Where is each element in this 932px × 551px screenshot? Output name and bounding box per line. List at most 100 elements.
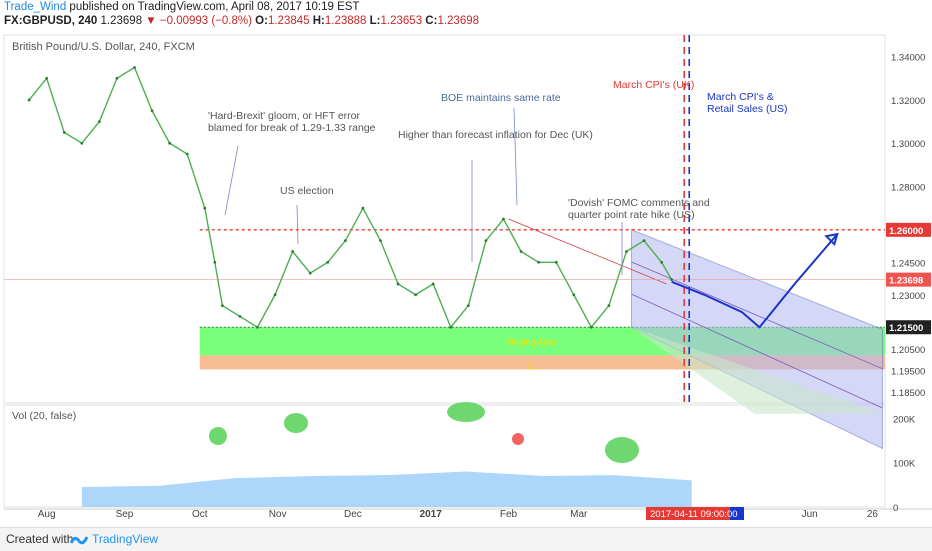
annotation-uk-cpi: March CPI's (UK) (613, 79, 694, 91)
y-tick-label: 1.30000 (891, 139, 925, 150)
low-value: 1.23653 (380, 15, 423, 27)
volume-highlight-ellipse (605, 437, 639, 463)
projection-line (671, 233, 839, 329)
x-tick-label: Aug (38, 509, 56, 520)
price-point (431, 282, 435, 286)
x-tick-label: Feb (500, 509, 518, 520)
annotation-us-election: US election (280, 185, 334, 197)
open-label: O: (255, 15, 268, 27)
price-point (220, 304, 224, 307)
annotation-pointer (224, 145, 239, 216)
projection-arrowhead (824, 232, 839, 247)
volume-highlight-ellipse (447, 402, 485, 422)
last-price: 1.23698 (100, 15, 143, 27)
price-point (554, 260, 558, 264)
close-value: 1.23698 (437, 15, 480, 27)
price-point (660, 260, 664, 264)
author-link[interactable]: Trade_Wind (4, 1, 67, 13)
trendline (508, 218, 667, 285)
publish-info: published on TradingView.com, April 08, … (69, 1, 360, 13)
price-point (396, 282, 400, 286)
volume-area (81, 471, 692, 507)
price-point (308, 271, 312, 275)
footer: Created with TradingView (0, 527, 932, 551)
price-point (273, 293, 277, 297)
volume-highlight-ellipse (284, 413, 308, 433)
volume-tick-label: 100K (893, 459, 916, 470)
price-point (379, 239, 382, 243)
support-price-label-bg (886, 320, 931, 335)
volume-tick-label: 0 (893, 503, 898, 514)
price-point (238, 315, 242, 318)
resistance-price-label: 1.26000 (889, 226, 923, 237)
price-point (670, 278, 674, 282)
price-pane-frame (3, 34, 886, 404)
resistance-price-label-bg (886, 222, 931, 237)
price-point (150, 109, 154, 113)
price-point (414, 293, 418, 297)
price-point (203, 206, 207, 210)
x-tick-label: Sep (116, 509, 134, 520)
date-badge-blue (730, 507, 744, 520)
price-point (97, 120, 101, 123)
close-label: C: (425, 15, 438, 27)
tradingview-logo-icon (70, 536, 88, 545)
price-point (45, 76, 49, 80)
price-point (80, 141, 84, 145)
volume-highlight-ellipse (512, 433, 524, 445)
x-tick-label: Jun (802, 509, 818, 520)
x-tick-label: 2017 (420, 509, 443, 520)
y-tick-label: 1.18500 (891, 388, 925, 399)
chart-title: British Pound/U.S. Dollar, 240, FXCM (12, 41, 195, 53)
support-price-label: 1.21500 (889, 323, 923, 334)
annotation-hard-brexit: 'Hard-Brexit' gloom, or HFT error blamed … (208, 110, 376, 134)
price-point (466, 304, 470, 307)
price-point (256, 325, 259, 329)
y-tick-label: 1.32000 (891, 96, 925, 107)
symbol: FX:GBPUSD, 240 (4, 15, 98, 27)
tradingview-brand-link[interactable]: TradingView (92, 532, 159, 546)
volume-label: Vol (20, false) (12, 410, 76, 422)
price-point (572, 293, 576, 297)
volume-highlight-ellipse (209, 427, 227, 445)
y-tick-label: 1.28000 (891, 183, 925, 194)
price-point (642, 239, 646, 243)
y-tick-label: 1.24500 (891, 258, 925, 269)
high-label: H: (312, 15, 325, 27)
y-tick-label: 1.20500 (891, 345, 925, 356)
chart-svg[interactable]: 1.34000 1.32000 1.30000 1.28000 1.26000 1.245… (0, 0, 932, 527)
y-tick-label: 1.23000 (891, 291, 925, 302)
annotation-boe: BOE maintains same rate (441, 92, 561, 104)
date-badge: 2017-04-11 09:00:00 (650, 509, 738, 520)
ticker-line: FX:GBPUSD, 240 1.23698 ▼ −0.00993 (−0.8%… (4, 15, 479, 27)
price-point (361, 206, 365, 210)
price-point (484, 239, 488, 243)
publish-line: Trade_Wind published on TradingView.com,… (4, 1, 359, 13)
price-point (168, 141, 172, 145)
price-change: −0.00993 (−0.8%) (159, 15, 252, 27)
y-tick-label: 1.19500 (891, 367, 925, 378)
annotation-pointer (513, 107, 518, 206)
price-point (607, 304, 611, 307)
price-point (589, 325, 593, 329)
price-point (326, 260, 330, 264)
price-point (537, 260, 541, 264)
price-point (27, 98, 31, 102)
price-point (62, 131, 66, 134)
x-tick-label: Oct (192, 509, 208, 520)
x-tick-label: Mar (570, 509, 588, 520)
price-point (625, 250, 628, 253)
price-point (291, 250, 295, 253)
current-price-label-bg (886, 272, 931, 287)
volume-tick-label: 200K (893, 414, 916, 425)
price-point (343, 239, 347, 243)
annotation-fomc: 'Dovish' FOMC comments and quarter point … (568, 197, 710, 221)
price-point (519, 250, 523, 253)
buying-area-label: Buying Area (508, 337, 557, 347)
created-with-text: Created with (6, 532, 74, 546)
x-tick-label: 26 (867, 509, 879, 520)
current-price-label: 1.23698 (889, 276, 923, 287)
price-point (133, 66, 136, 69)
price-point (213, 260, 217, 264)
open-value: 1.23845 (267, 15, 310, 27)
